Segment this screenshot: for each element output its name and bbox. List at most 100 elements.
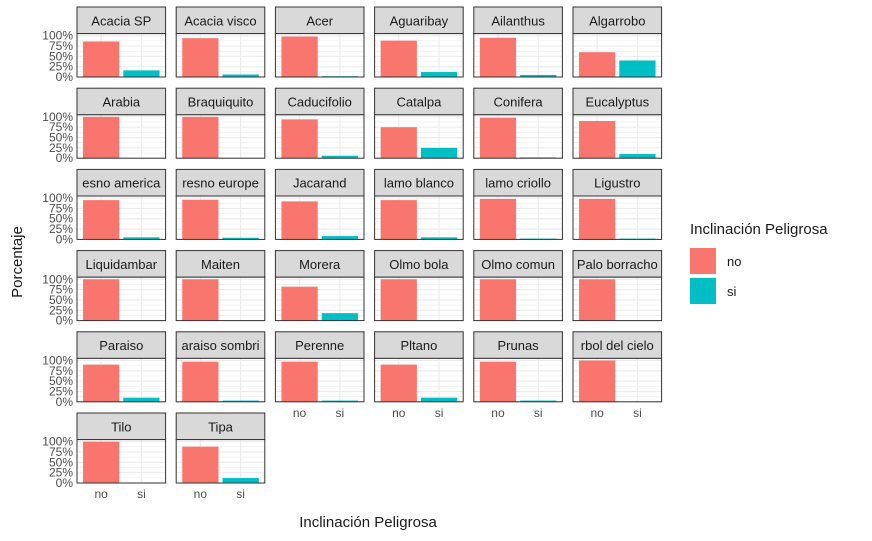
bar-no — [83, 200, 120, 240]
bar-si — [420, 147, 458, 159]
facet-strip-label: Acacia visco — [184, 13, 256, 28]
panel-border — [274, 276, 365, 322]
facet-strip-label: Conifera — [494, 95, 544, 110]
bar-no — [281, 36, 318, 77]
facet-strip-label: Catalpa — [396, 95, 442, 110]
x-tick-label: si — [336, 406, 345, 420]
facet-strip-label: Maiten — [201, 257, 240, 272]
facet-panel: lamo blanco — [374, 168, 464, 240]
bar-si — [619, 60, 656, 77]
legend-title: Inclinación Peligrosa — [690, 221, 828, 238]
facet-panel: Liquidambar 0%25%50%75%100% — [42, 250, 167, 328]
facet-panel: araiso sombri — [175, 331, 266, 403]
facet-strip-label: Pltano — [400, 338, 437, 353]
facet-panel: Paraiso 0%25%50%75%100% — [42, 331, 167, 409]
y-tick-label: 50% — [49, 293, 73, 307]
facet-strip-label: Arabia — [103, 95, 141, 110]
x-tick-label: si — [435, 406, 444, 420]
bar-no — [579, 52, 616, 77]
y-tick-label: 100% — [42, 110, 73, 124]
bar-si — [123, 237, 160, 240]
y-tick-label: 100% — [42, 29, 73, 43]
panel-border — [76, 195, 167, 240]
bar-no — [281, 119, 318, 159]
facet-panel: Jacarand — [274, 168, 365, 240]
bar-no — [83, 41, 120, 77]
legend-label: si — [727, 284, 737, 299]
bar-no — [83, 364, 120, 402]
panel-border — [374, 357, 464, 403]
x-tick-label: si — [534, 406, 543, 420]
bar-no — [579, 279, 616, 321]
bar-no — [281, 286, 318, 321]
facet-strip — [274, 87, 365, 116]
facet-panel: Catalpa — [374, 87, 464, 159]
facet-strip-label: Olmo comun — [481, 257, 555, 272]
bar-no — [479, 279, 517, 321]
panel-border — [473, 114, 563, 159]
y-tick-label: 0% — [56, 151, 74, 165]
panel-border — [76, 114, 167, 159]
facet-panel: Conifera — [473, 87, 563, 159]
y-tick-label: 75% — [49, 445, 73, 459]
facet-strip-label: esno america — [82, 176, 161, 191]
facet-strip — [76, 412, 167, 441]
facet-strip — [374, 6, 464, 35]
facet-strip-label: rbol del cielo — [581, 338, 654, 353]
facet-strip — [175, 250, 266, 278]
facet-strip — [572, 87, 663, 116]
facet-strip — [374, 250, 464, 278]
panel-border — [175, 195, 266, 240]
bar-si — [420, 237, 458, 240]
bar-si — [321, 313, 358, 321]
y-tick-label: 25% — [49, 60, 73, 74]
y-tick-label: 100% — [42, 191, 73, 205]
bar-si — [222, 400, 259, 402]
facet-strip — [175, 331, 266, 359]
y-tick-label: 50% — [49, 455, 73, 469]
facet-strip-label: Olmo bola — [389, 257, 449, 272]
panel-border — [572, 33, 663, 78]
facet-strip-label: Liquidambar — [86, 257, 158, 272]
y-tick-label: 75% — [49, 120, 73, 134]
y-tick-label: 0% — [56, 232, 74, 246]
y-tick-label: 0% — [56, 70, 74, 84]
bar-no — [479, 361, 517, 402]
y-tick-label: 0% — [56, 476, 74, 490]
legend-label: no — [727, 254, 741, 269]
bar-no — [479, 37, 517, 77]
y-tick-label: 50% — [49, 212, 73, 226]
x-tick-label: no — [94, 487, 108, 501]
bar-no — [182, 199, 219, 240]
facet-strip-label: Acer — [306, 13, 333, 28]
panel-border — [76, 276, 167, 322]
facet-panel: Pltano no si — [374, 331, 464, 420]
bar-si — [520, 400, 557, 402]
y-tick-label: 0% — [56, 314, 74, 328]
facet-strip-label: Acacia SP — [91, 13, 151, 28]
facet-panel: Tipa no si — [175, 412, 266, 501]
bar-si — [321, 400, 358, 402]
facet-strip-label: araiso sombri — [181, 338, 259, 353]
bar-no — [479, 198, 517, 240]
bar-no — [182, 361, 219, 402]
x-tick-label: no — [194, 487, 208, 501]
facet-panel: Olmo bola — [374, 250, 464, 322]
bar-si — [619, 154, 656, 159]
facet-panel: esno america 0%25%50%75%100% — [42, 168, 167, 246]
panel-border — [374, 195, 464, 240]
facet-panel: Ligustro — [572, 168, 663, 240]
facet-panel: Morera — [274, 250, 365, 322]
facet-panel: lamo criollo — [473, 168, 563, 240]
bar-si — [520, 74, 557, 77]
y-tick-label: 50% — [49, 131, 73, 145]
facet-strip — [572, 331, 663, 359]
facet-panel: rbol del cielo no si — [572, 331, 663, 420]
panel-border — [274, 114, 365, 159]
facet-panel: Arabia 0%25%50%75%100% — [42, 87, 167, 165]
facet-strip — [473, 168, 563, 197]
bar-no — [479, 117, 517, 159]
y-tick-label: 0% — [56, 395, 74, 409]
